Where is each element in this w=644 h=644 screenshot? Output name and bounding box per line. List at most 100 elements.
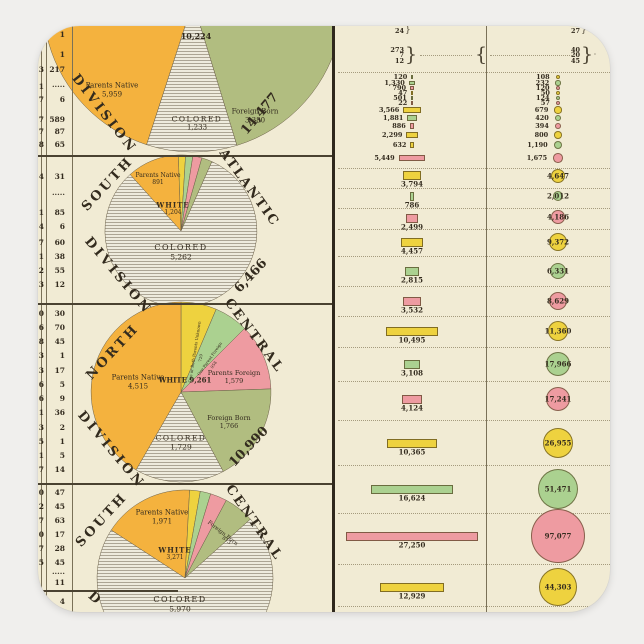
row-gridline bbox=[338, 286, 610, 287]
table-cell-col2: 9 bbox=[59, 394, 65, 403]
bar bbox=[410, 191, 414, 201]
bar bbox=[398, 155, 426, 161]
pie-label: D bbox=[84, 588, 104, 608]
table-cell-col2: 2 bbox=[59, 423, 65, 432]
table-cell-col2: 1 bbox=[59, 351, 65, 360]
pie-label: Parents Foreign bbox=[207, 368, 261, 377]
row-gridline bbox=[338, 208, 610, 209]
top-brackets: 24} 273 7 12} 27} 40 20 45}{· bbox=[38, 26, 610, 86]
circle-chart-panel: 108 232 120 50 124 57 679 420 394 800 1,190 1,675 4,… bbox=[486, 26, 610, 612]
table-cell-col2: 65 bbox=[54, 140, 65, 149]
pie-label: CENTRAL bbox=[221, 295, 287, 377]
division-separator bbox=[38, 483, 332, 485]
bar-label: 632 bbox=[392, 140, 407, 149]
table-cell-col1: 2 bbox=[38, 266, 44, 275]
bar bbox=[404, 359, 420, 369]
pie-label: 729 bbox=[197, 353, 204, 363]
circle-mark bbox=[555, 95, 561, 101]
table-cell-col2: 45 bbox=[54, 502, 65, 511]
bar bbox=[405, 266, 419, 276]
circle-mark bbox=[552, 190, 564, 202]
bar-label: 10,495 bbox=[398, 335, 426, 344]
bracket-value: 24 bbox=[394, 27, 404, 35]
pie-label: ATLANTIC bbox=[215, 146, 283, 230]
table-cell-col2: 589 bbox=[49, 115, 65, 124]
circle-label: 11,360 bbox=[544, 326, 572, 336]
table-cell-col2: 55 bbox=[54, 266, 65, 275]
circle-mark bbox=[545, 386, 571, 412]
table-cell-col2: ····· bbox=[51, 82, 65, 91]
division-separator bbox=[38, 303, 332, 305]
row-gridline bbox=[338, 564, 610, 565]
circle-label: 120 bbox=[536, 83, 550, 92]
circle-label: 232 bbox=[535, 78, 550, 87]
circle-mark bbox=[554, 131, 562, 139]
circle-mark bbox=[548, 291, 568, 311]
pie-label: COLORED bbox=[155, 433, 207, 443]
circle-mark bbox=[555, 80, 561, 86]
table-cell-col1: 1 bbox=[38, 451, 44, 460]
table-rule-vertical bbox=[41, 26, 42, 612]
circle-label: 9,372 bbox=[547, 237, 569, 247]
table-cell-col1: 8 bbox=[38, 140, 44, 149]
circle-label: 394 bbox=[535, 121, 549, 130]
pie-label: WHITE bbox=[158, 545, 192, 555]
pie-label: COLORED bbox=[171, 114, 223, 124]
table-rule-vertical bbox=[72, 26, 73, 612]
bar bbox=[408, 81, 416, 85]
panel-divider-thin bbox=[486, 26, 487, 612]
pie-label: 4,515 bbox=[127, 382, 149, 391]
bar bbox=[371, 484, 453, 494]
table-cell-col1: 0 bbox=[38, 309, 44, 318]
circle-mark bbox=[555, 74, 561, 80]
pie-label: 1,233 bbox=[186, 123, 208, 132]
circle-label: 679 bbox=[534, 105, 549, 114]
bar-label: 27,250 bbox=[398, 540, 426, 549]
table-cell-col2: ····· bbox=[51, 569, 65, 578]
pie-label: DIVISION bbox=[74, 408, 148, 492]
table-cell-col2: 6 bbox=[59, 95, 65, 104]
bar-label: 4,124 bbox=[401, 403, 423, 412]
table-cell-col1: 7 bbox=[38, 465, 44, 474]
table-cell-col1: 2 bbox=[38, 502, 44, 511]
circle-label: 124 bbox=[536, 93, 550, 102]
table-cell-col2: 1 bbox=[59, 50, 65, 59]
pie-label: 3,271 bbox=[166, 554, 184, 561]
circle-mark bbox=[553, 153, 563, 163]
pie-label: 5,970 bbox=[169, 604, 191, 612]
circle-label: 2,012 bbox=[547, 191, 569, 201]
pie-label: COLORED bbox=[154, 243, 208, 252]
pie-label: 5,262 bbox=[170, 252, 192, 262]
row-gridline bbox=[338, 420, 610, 421]
circle-label: 17,966 bbox=[544, 359, 572, 369]
pie-label: 1,204 bbox=[164, 209, 182, 216]
circle-mark bbox=[530, 508, 586, 564]
bar bbox=[411, 75, 414, 79]
pie-south-central-division bbox=[96, 489, 274, 612]
table-cell-col1: 1 bbox=[38, 82, 44, 91]
table-cell-col2: 30 bbox=[54, 309, 65, 318]
table-cell-col2: 6 bbox=[59, 222, 65, 231]
pie-slice bbox=[110, 489, 190, 579]
table-cell-col2: 63 bbox=[54, 516, 65, 525]
atlas-sticker-paper: 1 1 3 217 1 ····· 7 6 7 589 7 87 8 65 4 31 ····· 1 85 4 6 7 60… bbox=[38, 26, 610, 612]
table-cell-col2: 5 bbox=[59, 380, 65, 389]
table-cell-col1: 1 bbox=[38, 408, 44, 417]
pie-slice bbox=[96, 518, 274, 612]
circle-mark bbox=[548, 232, 568, 252]
circle-mark bbox=[554, 106, 562, 114]
bar bbox=[401, 394, 423, 404]
circle-mark bbox=[543, 428, 573, 458]
table-cell-col2: 31 bbox=[54, 172, 65, 181]
circle-label: 108 bbox=[536, 72, 550, 81]
table-cell-col2: 17 bbox=[54, 530, 65, 539]
bar-label: 12,929 bbox=[398, 591, 426, 600]
bracket-value: 20 bbox=[570, 51, 580, 60]
bar-label: 3,566 bbox=[378, 105, 400, 114]
pie-labels-layer: Parents Native 5,959 10,224 Foreign Born 3,3… bbox=[38, 26, 332, 612]
table-cell-col1: 7 bbox=[38, 127, 44, 136]
bar bbox=[411, 101, 414, 105]
circle-label: 1,190 bbox=[527, 140, 548, 149]
circle-label: 51,471 bbox=[544, 484, 572, 494]
